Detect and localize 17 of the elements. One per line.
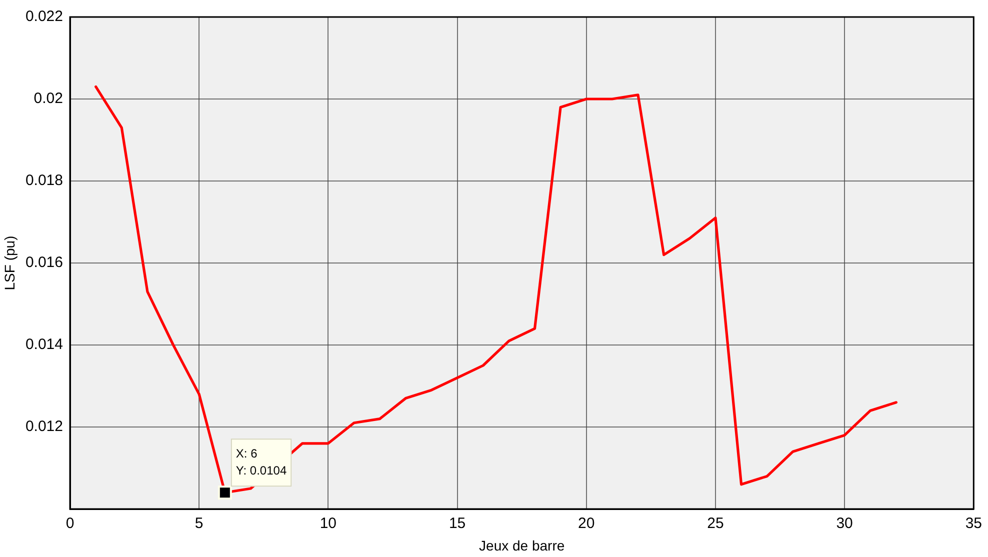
y-tick-label: 0.02: [34, 90, 63, 108]
x-tick-label: 25: [707, 515, 724, 532]
y-tick-label: 0.018: [25, 172, 63, 190]
y-axis-title: LSF (pu): [1, 236, 18, 290]
x-tick-label: 10: [320, 515, 337, 532]
x-axis-title: Jeux de barre: [479, 537, 565, 554]
x-tick-label: 30: [836, 515, 853, 532]
x-tick-label: 5: [194, 515, 204, 532]
y-tick-label: 0.014: [25, 336, 63, 354]
y-tick-label: 0.016: [25, 254, 63, 272]
x-tick-label: 35: [965, 515, 982, 532]
x-tick-label: 20: [578, 515, 595, 532]
annotation: X: 6 Y: 0.0104: [236, 446, 287, 478]
y-tick-label: 0.022: [25, 8, 63, 26]
y-tick-label: 0.012: [25, 418, 63, 436]
x-tick-label: 0: [66, 515, 74, 532]
x-tick-label: 15: [448, 515, 466, 532]
